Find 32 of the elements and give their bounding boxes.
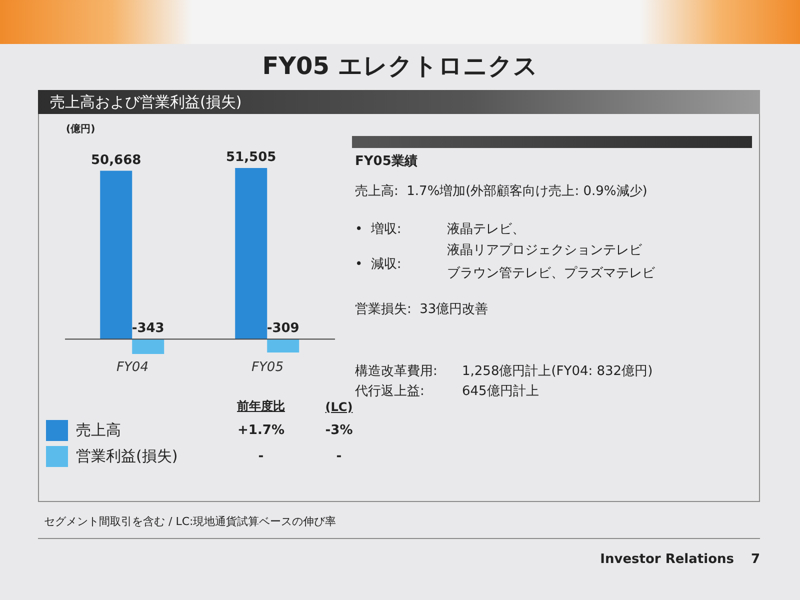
text: 645億円計上 <box>462 384 539 399</box>
text: 液晶リアプロジェクションテレビ <box>447 243 642 258</box>
x-tick-label: FY05 <box>252 360 284 376</box>
text: 代行返上益: <box>355 384 424 399</box>
data-label: -343 <box>132 321 164 336</box>
text: 売上高: 1.7%増加(外部顧客向け売上: 0.9%減少) <box>355 184 648 199</box>
text: 前年度比 <box>237 399 285 413</box>
text: 7 <box>750 552 760 567</box>
text: (LC) <box>325 400 353 414</box>
text: +1.7% <box>238 423 284 438</box>
data-label: -309 <box>266 321 300 336</box>
text: FY05 エレクトロニクス <box>262 52 538 80</box>
text: -3% <box>325 423 353 438</box>
legend-label: 売上高 <box>76 421 121 439</box>
chart-subtitle: 売上高および営業利益(損失) <box>50 93 242 111</box>
text: - <box>258 449 264 464</box>
text: Investor Relations <box>600 552 734 567</box>
x-tick-label: FY04 <box>116 360 148 376</box>
text: • 減収: <box>355 257 402 272</box>
data-label: 50,668 <box>91 152 142 168</box>
y-axis-title: (億円) <box>66 124 96 135</box>
text: セグメント間取引を含む / LC:現地通貨試算ベースの伸び率 <box>44 515 336 528</box>
text: - <box>336 449 342 464</box>
text: 構造改革費用: <box>355 364 438 379</box>
text: • 増収: <box>355 222 402 237</box>
text: 1,258億円計上(FY04: 832億円) <box>462 364 653 379</box>
data-label: 51,505 <box>226 150 276 165</box>
legend-label: 営業利益(損失) <box>76 447 178 465</box>
text: 営業損失: 33億円改善 <box>355 302 488 317</box>
text: FY05業績 <box>355 154 418 169</box>
text: 液晶テレビ、 <box>447 222 525 237</box>
text: ブラウン管テレビ、プラズマテレビ <box>447 266 655 281</box>
